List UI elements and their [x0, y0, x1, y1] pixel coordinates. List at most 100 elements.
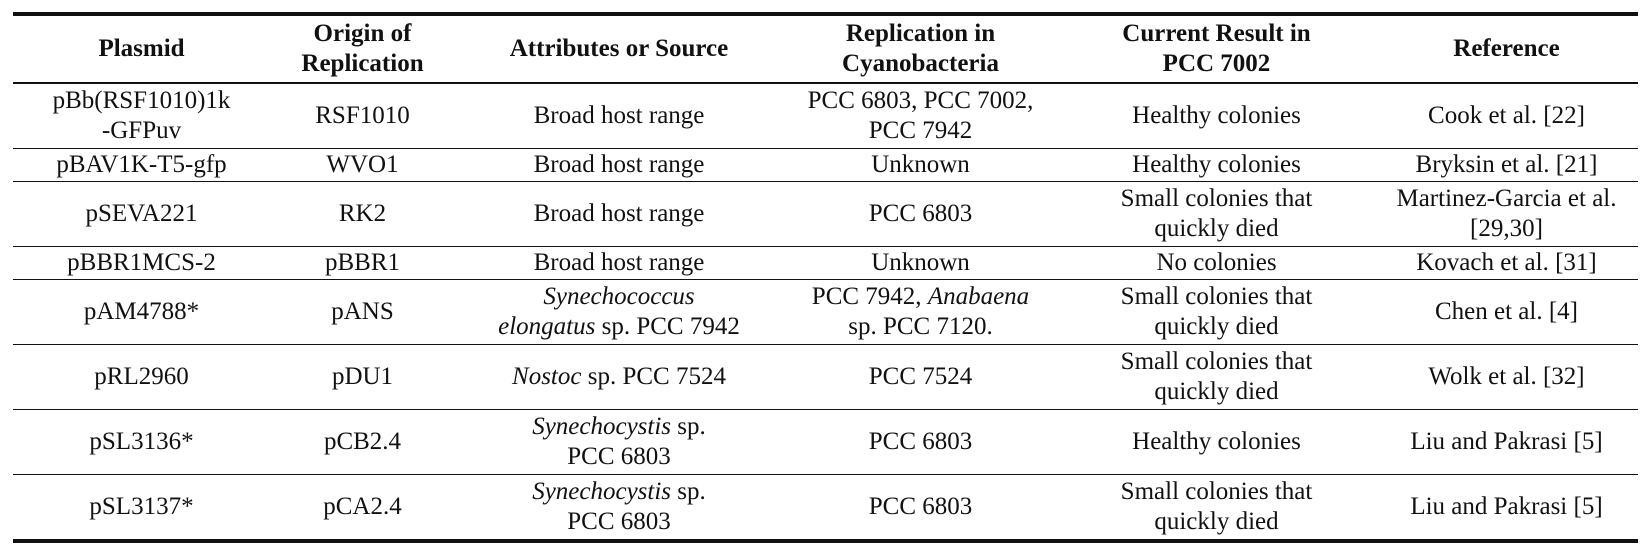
cell-line: Origin of — [313, 20, 412, 47]
table-cell: PCC 6803 — [783, 409, 1058, 475]
cell-line: quickly died — [1154, 313, 1279, 340]
cell-line: Replication in — [845, 20, 996, 47]
cell-line: pRL2960 — [94, 363, 189, 390]
cell-line: Broad host range — [533, 102, 705, 129]
table-cell: pBb(RSF1010)1k -GFPuv — [13, 83, 270, 149]
text-run: sp. PCC 7524 — [581, 363, 726, 390]
cell-line: pCA2.4 — [323, 493, 402, 520]
cell-line: Chen et al. [4] — [1434, 298, 1578, 325]
cell-line: elongatus sp. PCC 7942 — [459, 312, 779, 342]
cell-line: Broad host range — [533, 200, 705, 227]
cell-line: PCC 6803 — [567, 508, 671, 535]
cell-line: Replication — [301, 50, 424, 77]
table-cell: pSL3136* — [13, 409, 270, 475]
table-cell: pSL3137* — [13, 474, 270, 542]
cell-line: Cyanobacteria — [842, 50, 999, 77]
cell-line: Healthy colonies — [1132, 428, 1301, 455]
cell-line: Reference — [1453, 35, 1560, 62]
cell-line: quickly died — [1154, 508, 1279, 535]
cell-line: PCC 7002 — [1162, 50, 1271, 77]
cell-line: pANS — [331, 298, 394, 325]
cell-line: Cook et al. [22] — [1428, 102, 1585, 129]
table-cell: Chen et al. [4] — [1375, 279, 1638, 345]
table-row: pAM4788* pANS Synechococcus elongatus sp. P… — [13, 279, 1638, 345]
text-run: sp. — [671, 413, 706, 440]
cell-line: pAM4788* — [83, 298, 200, 325]
table-cell: RSF1010 — [270, 83, 455, 149]
header-cell: Plasmid — [13, 14, 270, 84]
table-row: pBBR1MCS-2 pBBR1 Broad host range Unknown No… — [13, 246, 1638, 280]
cell-line: quickly died — [1154, 378, 1279, 405]
text-run: PCC 7942, — [811, 283, 928, 310]
cell-line: Martinez-Garcia et al. — [1396, 185, 1617, 212]
table-cell: Small colonies that quickly died — [1058, 344, 1375, 410]
cell-line: PCC 6803 — [868, 428, 973, 455]
table-row: pSL3136* pCB2.4 Synechocystis sp. PCC 6803 P… — [13, 409, 1638, 475]
cell-line: Small colonies that — [1120, 478, 1313, 505]
text-run: Nostoc — [512, 363, 582, 390]
cell-line: Bryksin et al. [21] — [1415, 151, 1598, 178]
table-cell: Small colonies that quickly died — [1058, 279, 1375, 345]
table-cell: Martinez-Garcia et al. [29,30] — [1375, 181, 1638, 247]
cell-line: Healthy colonies — [1132, 151, 1301, 178]
cell-line: Unknown — [871, 151, 970, 178]
table-cell: WVO1 — [270, 148, 455, 182]
table-cell: No colonies — [1058, 246, 1375, 280]
table-cell: Broad host range — [455, 148, 783, 182]
cell-line: Nostoc sp. PCC 7524 — [459, 362, 779, 392]
cell-line: pCB2.4 — [323, 428, 402, 455]
cell-line: pBBR1 — [324, 249, 401, 276]
cell-line: Liu and Pakrasi [5] — [1410, 428, 1603, 455]
table-cell: Wolk et al. [32] — [1375, 344, 1638, 410]
table-row: pBAV1K-T5-gfp WVO1 Broad host range Unknown… — [13, 148, 1638, 182]
cell-line: Broad host range — [533, 249, 705, 276]
cell-line: PCC 7524 — [868, 363, 973, 390]
table-cell: pBBR1 — [270, 246, 455, 280]
table-cell: RK2 — [270, 181, 455, 247]
table-cell: PCC 6803, PCC 7002, PCC 7942 — [783, 83, 1058, 149]
table-row: pRL2960 pDU1 Nostoc sp. PCC 7524 PCC 7524 Sm… — [13, 344, 1638, 410]
text-run: Synechocystis — [532, 478, 672, 505]
table-cell: pCB2.4 — [270, 409, 455, 475]
cell-line: No colonies — [1156, 249, 1277, 276]
cell-line: pBAV1K-T5-gfp — [56, 151, 227, 178]
table-row: pBb(RSF1010)1k -GFPuv RSF1010 Broad host ra… — [13, 83, 1638, 149]
cell-line: RSF1010 — [315, 102, 410, 129]
plasmid-table: Plasmid Origin of Replication Attributes or… — [13, 12, 1638, 543]
cell-line: Synechococcus — [459, 282, 779, 312]
table-cell: pAM4788* — [13, 279, 270, 345]
text-run: sp. PCC 7942 — [595, 313, 740, 340]
table-cell: Synechocystis sp. PCC 6803 — [455, 409, 783, 475]
table-body: pBb(RSF1010)1k -GFPuv RSF1010 Broad host ra… — [13, 83, 1638, 542]
cell-line: pSEVA221 — [85, 200, 198, 227]
cell-line: Broad host range — [533, 151, 705, 178]
text-run: Anabaena — [927, 283, 1030, 310]
table-cell: pSEVA221 — [13, 181, 270, 247]
table-cell: pRL2960 — [13, 344, 270, 410]
text-run: Synechocystis — [532, 413, 672, 440]
cell-line: Small colonies that — [1120, 283, 1313, 310]
table-cell: Synechococcus elongatus sp. PCC 7942 — [455, 279, 783, 345]
cell-line: pBBR1MCS-2 — [67, 249, 216, 276]
cell-line: Synechocystis sp. — [459, 412, 779, 442]
cell-line: Current Result in — [1122, 20, 1311, 47]
cell-line: PCC 6803, PCC 7002, — [807, 87, 1034, 114]
cell-line: sp. PCC 7120. — [848, 313, 993, 340]
table-cell: Healthy colonies — [1058, 148, 1375, 182]
cell-line: Small colonies that — [1120, 348, 1313, 375]
table-cell: Healthy colonies — [1058, 83, 1375, 149]
cell-line: Wolk et al. [32] — [1428, 363, 1585, 390]
table-cell: pCA2.4 — [270, 474, 455, 542]
table-cell: Nostoc sp. PCC 7524 — [455, 344, 783, 410]
table-cell: pDU1 — [270, 344, 455, 410]
table-cell: pBBR1MCS-2 — [13, 246, 270, 280]
table-cell: Synechocystis sp. PCC 6803 — [455, 474, 783, 542]
cell-line: WVO1 — [326, 151, 399, 178]
cell-line: PCC 6803 — [868, 493, 973, 520]
table-cell: PCC 7942, Anabaena sp. PCC 7120. — [783, 279, 1058, 345]
table-cell: PCC 6803 — [783, 474, 1058, 542]
header-cell: Replication in Cyanobacteria — [783, 14, 1058, 84]
header-cell: Current Result in PCC 7002 — [1058, 14, 1375, 84]
cell-line: PCC 7942 — [868, 117, 973, 144]
